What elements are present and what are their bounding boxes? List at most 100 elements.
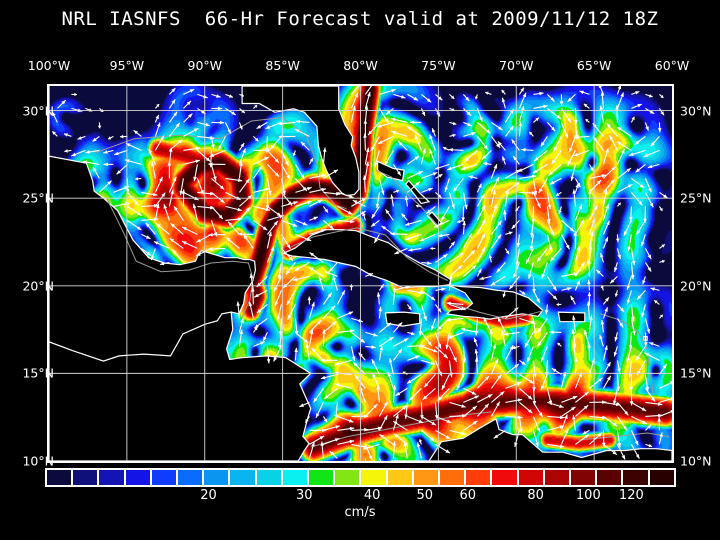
current-vector [519,373,535,384]
current-vector [365,272,374,277]
current-vector [420,108,426,117]
lon-tick-label: 70°W [498,58,534,73]
current-vector [426,205,436,215]
current-vector [309,173,327,179]
current-vector [403,441,408,459]
current-vector [546,276,557,291]
current-vector [292,275,310,282]
current-vector [644,262,652,272]
current-vector [97,122,102,129]
current-vector [415,204,422,208]
lat-tick-label: 20°N [22,278,54,294]
current-vector [602,179,615,193]
current-vector [280,178,286,196]
colorbar-cell [360,469,387,486]
current-vector [570,164,576,182]
current-vector [253,205,271,212]
current-vector [378,306,382,319]
current-vector [256,303,268,314]
current-vector [544,304,549,315]
current-vector [446,301,464,306]
current-vector [644,248,652,260]
current-vector [304,416,310,423]
current-vector [379,434,394,445]
current-vector [350,92,359,109]
current-vector [540,136,548,147]
current-vector [211,177,225,190]
current-vector [476,183,482,193]
current-vector [430,246,436,251]
current-vector [567,150,576,166]
current-vector [295,331,309,344]
current-vector [208,162,226,166]
current-vector [533,149,548,162]
current-vector [659,191,668,199]
current-vector [385,209,394,221]
current-vector [616,430,622,448]
current-vector [449,401,466,408]
current-vector [645,401,663,406]
current-vector [587,259,591,277]
current-vector [285,262,296,275]
current-vector [183,88,195,95]
current-vector [449,429,467,436]
current-vector [650,136,660,147]
current-vector [653,299,660,305]
current-vector [265,121,282,130]
current-vector [600,91,605,109]
current-vector [294,347,298,361]
current-vector [556,302,562,307]
current-vector [573,149,590,157]
current-vector [145,222,156,235]
current-vector [85,149,100,154]
current-vector [574,108,578,125]
current-vector [243,234,254,249]
colorbar-cell [465,469,492,486]
current-vector [337,415,354,423]
current-vector [548,163,562,176]
current-vector [504,125,514,137]
lat-tick-label: 10°N [22,453,54,469]
colorbar-cell [229,469,256,486]
current-vector [532,290,541,304]
current-vector [602,296,610,305]
current-vector [309,199,323,207]
coastline-hispaniola [445,284,544,320]
current-vector [364,86,372,95]
current-vector [337,439,355,445]
current-vector [322,147,327,165]
current-vector [595,269,604,277]
current-vector [445,332,450,350]
current-vector [371,372,380,389]
current-vector [488,254,493,263]
current-vector [227,221,240,235]
current-vector [404,402,408,419]
current-vector [239,194,253,207]
current-vector [575,391,590,403]
current-vector [435,173,443,179]
current-vector [287,304,296,320]
current-vector [378,458,382,461]
current-vector [168,176,177,193]
current-vector [530,220,534,238]
current-vector [363,133,367,151]
current-vector [393,405,407,417]
current-vector [449,303,466,311]
current-vector [538,178,548,194]
current-vector [617,167,632,179]
current-vector [645,93,653,98]
colorbar-cell [177,469,204,486]
current-vector [371,358,380,375]
current-vector [141,247,152,256]
current-vector [493,429,506,439]
current-vector [644,318,650,334]
current-vector [389,358,394,375]
current-vector [574,357,578,375]
current-vector [575,433,590,445]
current-vector [588,164,594,172]
current-vector [435,253,448,263]
current-vector [448,241,456,249]
current-vector [323,219,335,230]
current-vector [351,331,366,344]
current-vector [630,248,636,266]
